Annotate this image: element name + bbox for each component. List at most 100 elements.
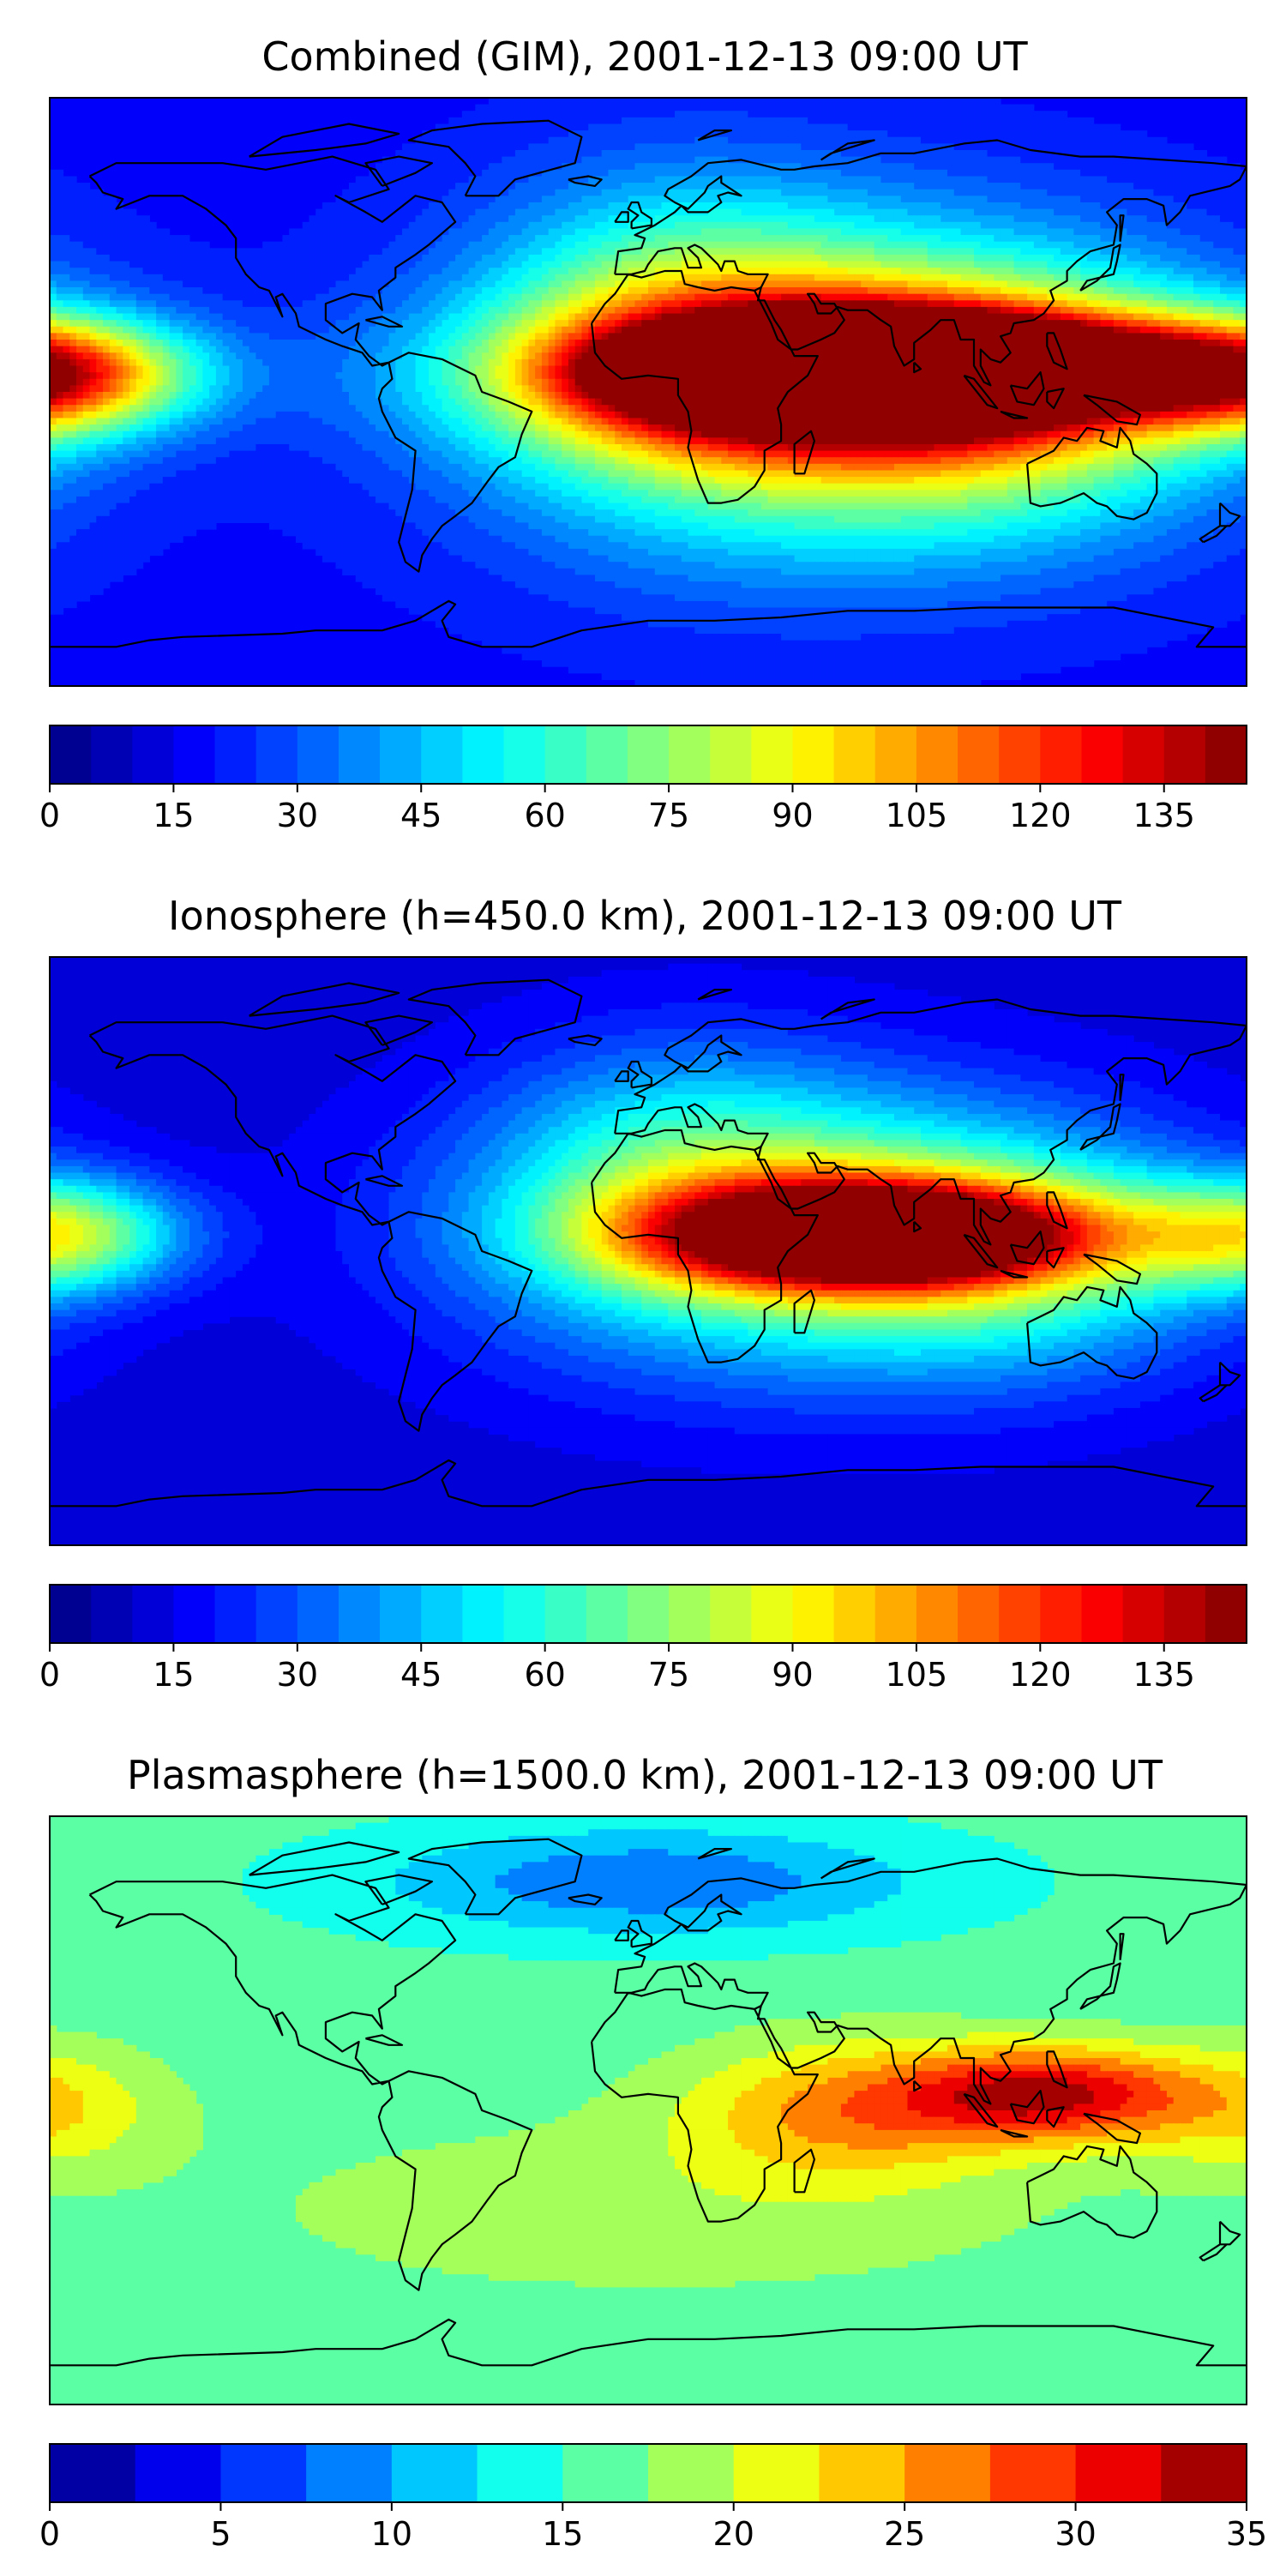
field-cell bbox=[1193, 176, 1201, 184]
field-cell bbox=[893, 202, 902, 210]
field-cell bbox=[754, 300, 762, 308]
field-cell bbox=[714, 268, 722, 275]
field-cell bbox=[1240, 313, 1247, 321]
field-cell bbox=[861, 241, 868, 249]
field-cell bbox=[482, 306, 490, 315]
field-cell bbox=[508, 176, 516, 184]
field-cell bbox=[648, 130, 656, 138]
field-cell bbox=[701, 111, 709, 118]
field-cell bbox=[588, 202, 596, 210]
field-cell bbox=[408, 149, 417, 158]
field-cell bbox=[834, 98, 842, 105]
field-cell bbox=[50, 202, 57, 210]
field-cell bbox=[880, 300, 888, 308]
field-cell bbox=[581, 306, 589, 315]
field-cell bbox=[1213, 287, 1221, 295]
field-cell bbox=[588, 300, 596, 308]
field-cell bbox=[89, 274, 97, 282]
field-cell bbox=[1166, 149, 1175, 158]
field-cell bbox=[1133, 149, 1141, 158]
field-cell bbox=[514, 306, 523, 315]
field-cell bbox=[707, 149, 716, 158]
field-cell bbox=[528, 268, 536, 275]
field-cell bbox=[907, 98, 915, 105]
field-cell bbox=[880, 287, 888, 295]
field-cell bbox=[355, 176, 364, 184]
field-cell bbox=[562, 248, 569, 256]
field-cell bbox=[934, 261, 941, 268]
field-cell bbox=[728, 176, 736, 184]
field-cell bbox=[1107, 280, 1115, 288]
field-cell bbox=[521, 136, 529, 144]
field-cell bbox=[1040, 248, 1048, 256]
field-cell bbox=[1160, 274, 1168, 282]
field-cell bbox=[369, 248, 376, 256]
field-cell bbox=[980, 189, 989, 196]
field-cell bbox=[535, 163, 543, 171]
field-cell bbox=[994, 241, 1001, 249]
field-cell bbox=[1093, 143, 1101, 151]
field-cell bbox=[282, 280, 290, 288]
field-cell bbox=[654, 111, 663, 118]
field-cell bbox=[887, 248, 895, 256]
field-cell bbox=[369, 196, 376, 203]
field-cell bbox=[701, 202, 709, 210]
field-cell bbox=[1047, 221, 1055, 230]
field-cell bbox=[608, 313, 616, 321]
field-cell bbox=[661, 313, 669, 321]
field-cell bbox=[1113, 280, 1121, 288]
field-cell bbox=[222, 248, 230, 256]
field-cell bbox=[1107, 149, 1115, 158]
field-cell bbox=[861, 176, 868, 184]
field-cell bbox=[834, 241, 842, 249]
field-cell bbox=[1193, 156, 1201, 164]
field-cell bbox=[808, 293, 815, 301]
field-cell bbox=[900, 98, 909, 105]
field-cell bbox=[1127, 156, 1134, 164]
field-cell bbox=[994, 183, 1001, 190]
field-cell bbox=[808, 241, 815, 249]
field-cell bbox=[608, 123, 616, 131]
field-cell bbox=[514, 268, 523, 275]
field-cell bbox=[1007, 163, 1015, 171]
field-cell bbox=[541, 241, 550, 249]
field-cell bbox=[502, 300, 509, 308]
field-cell bbox=[376, 306, 383, 315]
field-cell bbox=[980, 156, 989, 164]
field-cell bbox=[1033, 287, 1042, 295]
field-cell bbox=[429, 202, 436, 210]
field-cell bbox=[521, 221, 529, 230]
field-cell bbox=[442, 130, 449, 138]
field-cell bbox=[328, 228, 337, 236]
field-cell bbox=[840, 176, 849, 184]
field-cell bbox=[189, 268, 197, 275]
field-cell bbox=[1086, 143, 1095, 151]
field-cell bbox=[847, 208, 856, 216]
field-cell bbox=[867, 143, 875, 151]
field-cell bbox=[1040, 149, 1048, 158]
field-cell bbox=[1173, 176, 1181, 184]
field-cell bbox=[927, 176, 935, 184]
field-cell bbox=[76, 215, 84, 223]
field-cell bbox=[1027, 176, 1035, 184]
field-cell bbox=[1040, 123, 1048, 131]
field-cell bbox=[741, 104, 748, 111]
field-cell bbox=[461, 313, 470, 321]
field-cell bbox=[562, 169, 569, 178]
field-cell bbox=[1060, 287, 1068, 295]
field-cell bbox=[728, 163, 736, 171]
field-cell bbox=[1047, 241, 1055, 249]
field-cell bbox=[907, 169, 915, 178]
field-cell bbox=[475, 313, 483, 321]
field-cell bbox=[429, 156, 436, 164]
field-cell bbox=[1120, 241, 1127, 249]
field-cell bbox=[541, 221, 550, 230]
field-cell bbox=[827, 98, 835, 105]
field-cell bbox=[1093, 280, 1101, 288]
field-cell bbox=[135, 300, 144, 308]
field-cell bbox=[760, 221, 769, 230]
field-cell bbox=[548, 183, 556, 190]
field-cell bbox=[994, 287, 1001, 295]
field-cell bbox=[601, 163, 610, 171]
field-cell bbox=[1067, 156, 1074, 164]
